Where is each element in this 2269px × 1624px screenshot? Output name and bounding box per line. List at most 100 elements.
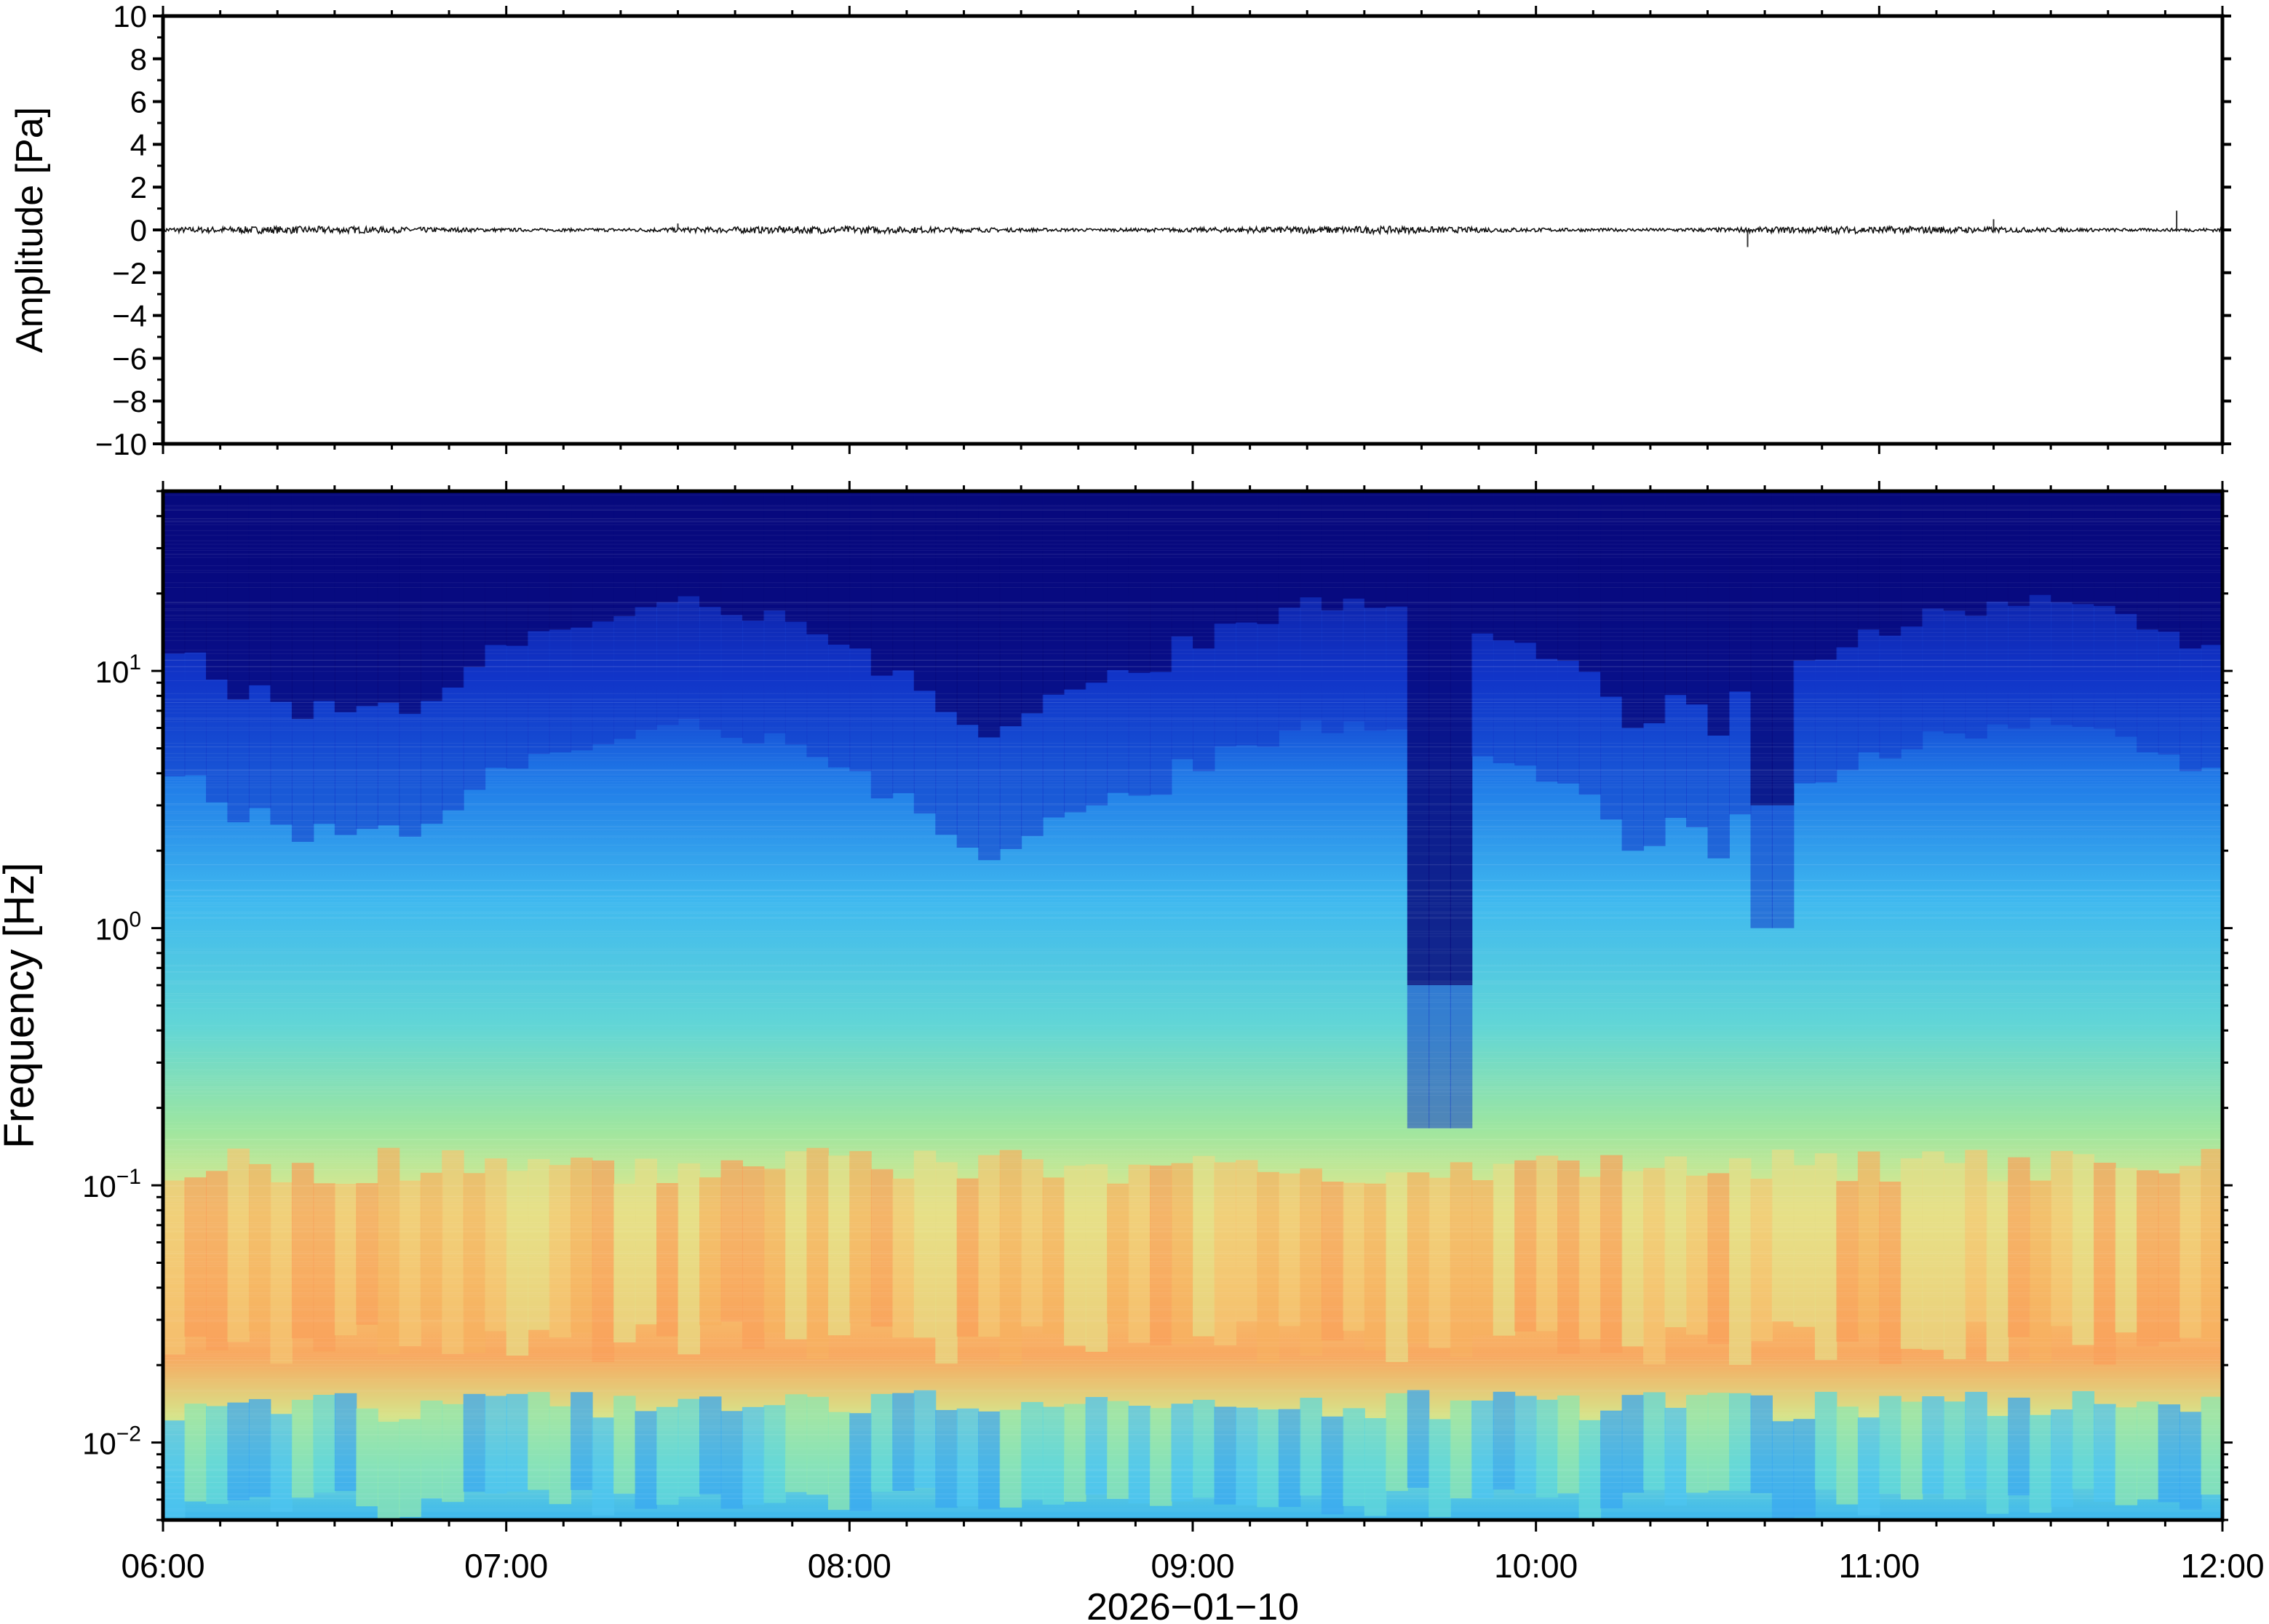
spectrogram-cell — [1128, 1406, 1151, 1504]
spectrogram-cell — [1836, 647, 1859, 771]
spectrogram-cell — [677, 596, 700, 720]
spectrogram-cell — [2051, 1150, 2073, 1326]
spectrogram-cell — [1793, 660, 1816, 784]
spectrogram-cell — [999, 1150, 1022, 1365]
spectrogram-cell — [1707, 736, 1730, 859]
frequency-axis-label: Frequency [Hz] — [0, 862, 43, 1148]
spectrogram-cell — [1343, 491, 1365, 599]
spectrogram-cell — [1171, 1404, 1193, 1502]
spectrogram-cell — [870, 491, 894, 676]
spectrogram-cell — [635, 1158, 657, 1325]
spectrogram-cell — [1814, 1153, 1837, 1361]
spectrogram-cell — [1664, 491, 1687, 696]
spectrogram-cell — [1257, 1171, 1279, 1364]
spectrogram-cell — [613, 616, 636, 739]
spectrogram-cell — [1364, 1418, 1387, 1516]
time-x-tick-label: 12:00 — [2180, 1547, 2264, 1585]
spectrogram-cell — [1600, 1155, 1623, 1353]
spectrogram-cell — [1707, 1393, 1730, 1491]
spectrogram-cell — [999, 1409, 1022, 1508]
spectrogram-cell — [184, 1404, 207, 1502]
spectrogram-cell — [206, 491, 229, 680]
spectrogram-cell — [2115, 613, 2138, 737]
spectrogram-cell — [1321, 491, 1344, 610]
spectrogram-cell — [1386, 491, 1408, 607]
frequency-y-tick-label: 10−1 — [82, 1165, 141, 1203]
spectrogram-cell — [1943, 1401, 1966, 1500]
spectrogram-cell — [1750, 1179, 1773, 1342]
spectrogram-cell — [849, 1413, 872, 1511]
spectrogram-cell — [1407, 1172, 1430, 1344]
spectrogram-cell — [163, 1420, 186, 1518]
spectrogram-cell — [2179, 1412, 2202, 1510]
amplitude-y-tick-labels: 10 8 6 4 2 0 −2 −4 −6 −8 −10 — [95, 0, 147, 461]
spectrogram-cell — [592, 621, 615, 744]
spectrogram-cell — [2201, 1396, 2222, 1495]
spectrogram-cell — [1171, 1163, 1193, 1345]
spectrogram-cell — [2051, 491, 2073, 602]
frequency-y-tick-label: 10−2 — [82, 1422, 141, 1461]
spectrogram-cell — [1450, 985, 1473, 1129]
frequency-y-ticks — [151, 490, 2233, 1521]
spectrogram-cell — [1042, 1177, 1065, 1334]
amplitude-y-tick-label: 2 — [130, 170, 147, 204]
spectrogram-cell — [784, 621, 808, 745]
spectrogram-cell — [827, 1412, 851, 1510]
spectrogram-cell — [1278, 1409, 1301, 1507]
spectrogram-cell — [956, 1178, 979, 1337]
spectrogram-cell — [463, 1393, 486, 1492]
spectrogram-cell — [184, 491, 207, 653]
spectrogram-cell — [1300, 597, 1322, 720]
spectrogram-cell — [1686, 1395, 1709, 1493]
spectrogram-cell — [1535, 658, 1559, 782]
spectrogram-cell — [1085, 1164, 1108, 1352]
spectrogram-cell — [1578, 1177, 1602, 1340]
spectrogram-cell — [399, 491, 421, 715]
spectrogram-cell — [356, 491, 378, 706]
spectrogram-cell — [1386, 1172, 1408, 1362]
spectrogram-cell — [784, 1151, 808, 1340]
spectrogram-cell — [720, 1411, 743, 1509]
amplitude-y-tick-label: 8 — [130, 42, 147, 76]
spectrogram-cell — [2137, 1170, 2159, 1347]
spectrogram-cell — [978, 737, 1001, 861]
amplitude-y-tick-label: 4 — [130, 127, 147, 162]
spectrogram-cell — [1107, 1183, 1129, 1324]
spectrogram-cell — [2008, 491, 2030, 606]
spectrogram-cell — [1300, 491, 1322, 597]
spectrogram-cell — [1128, 672, 1151, 796]
spectrogram-cell — [291, 491, 314, 720]
spectrogram-cell — [334, 712, 357, 835]
spectrogram-cell — [2051, 602, 2073, 725]
spectrogram-cell — [1535, 1399, 1559, 1498]
spectrogram-cell — [1193, 1155, 1215, 1337]
spectrogram-cell — [442, 688, 464, 811]
spectrogram-cell — [1578, 672, 1602, 795]
spectrogram-cell — [1771, 805, 1795, 928]
spectrogram-cell — [613, 1184, 636, 1342]
spectrogram-cell — [420, 1400, 443, 1499]
spectrogram-cell — [1150, 491, 1172, 672]
spectrogram-cell — [1986, 601, 2009, 725]
spectrogram-cell — [1771, 1150, 1795, 1322]
spectrogram-cell — [2094, 605, 2116, 729]
spectrogram-cell — [1407, 491, 1430, 985]
spectrogram-cell — [1621, 1395, 1645, 1493]
spectrogram-cell — [506, 645, 529, 769]
spectrogram-cell — [227, 1148, 250, 1342]
spectrogram-cell — [1535, 1155, 1559, 1332]
spectrogram-cell — [1364, 491, 1387, 608]
amplitude-y-tick-label: 0 — [130, 213, 147, 247]
spectrogram-cell — [163, 653, 186, 776]
spectrogram-cell — [870, 1393, 894, 1492]
spectrogram-cell — [935, 1162, 958, 1364]
spectrogram-cell — [1171, 636, 1193, 760]
spectrogram-cell — [485, 491, 507, 645]
spectrogram-cell — [677, 1398, 700, 1497]
spectrogram-cell — [1814, 659, 1837, 783]
spectrogram-cell — [1021, 491, 1044, 714]
spectrogram-cell — [806, 634, 829, 757]
date-axis-label: 2026−01−10 — [1086, 1586, 1299, 1624]
spectrogram-cell — [763, 1169, 786, 1333]
spectrogram-cell — [1965, 616, 1987, 739]
